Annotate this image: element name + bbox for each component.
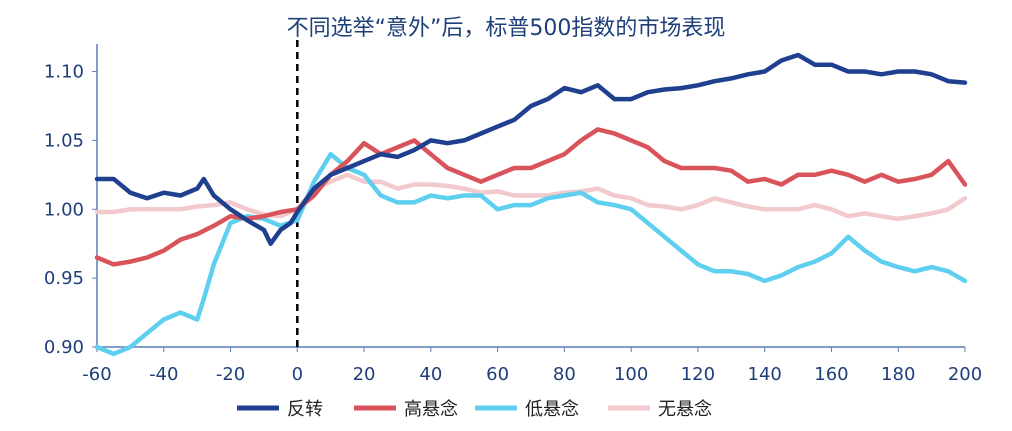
series-line-0 <box>94 52 968 246</box>
y-tick-label: 1.00 <box>44 199 84 220</box>
x-tick-label: 60 <box>486 364 509 385</box>
legend-label-3: 无悬念 <box>658 398 712 420</box>
x-tick-label: 140 <box>748 364 782 385</box>
x-tick-label: 40 <box>419 364 442 385</box>
x-tick-label: 100 <box>614 364 648 385</box>
legend: 反转 高悬念 低悬念 无悬念 <box>237 398 712 420</box>
series-line-3 <box>94 172 968 222</box>
axes: 0.90 0.95 1.00 1.05 1.10 -60 -40 -20 0 20 40 60 80 10… <box>44 40 982 385</box>
x-tick-label: 80 <box>553 364 576 385</box>
x-tick-label: 160 <box>814 364 848 385</box>
x-tick-label: 20 <box>353 364 376 385</box>
x-tick-label: 120 <box>681 364 715 385</box>
y-tick-label: 0.90 <box>44 337 84 358</box>
x-tick-label: -20 <box>216 364 245 385</box>
x-tick-label: -60 <box>82 364 111 385</box>
series-layer <box>94 52 968 357</box>
legend-label-0: 反转 <box>287 399 323 420</box>
x-tick-label: -40 <box>149 364 178 385</box>
legend-label-1: 高悬念 <box>404 398 458 420</box>
x-tick-label: 180 <box>881 364 915 385</box>
x-tick-label: 200 <box>948 364 982 385</box>
series-line-2 <box>94 151 968 357</box>
legend-label-2: 低悬念 <box>525 398 579 420</box>
chart-title: 不同选举“意外”后，标普500指数的市场表现 <box>287 16 726 41</box>
x-tick-label: 0 <box>292 364 303 385</box>
y-tick-label: 1.05 <box>44 130 84 151</box>
y-tick-label: 1.10 <box>44 62 84 83</box>
y-tick-label: 0.95 <box>44 268 84 289</box>
